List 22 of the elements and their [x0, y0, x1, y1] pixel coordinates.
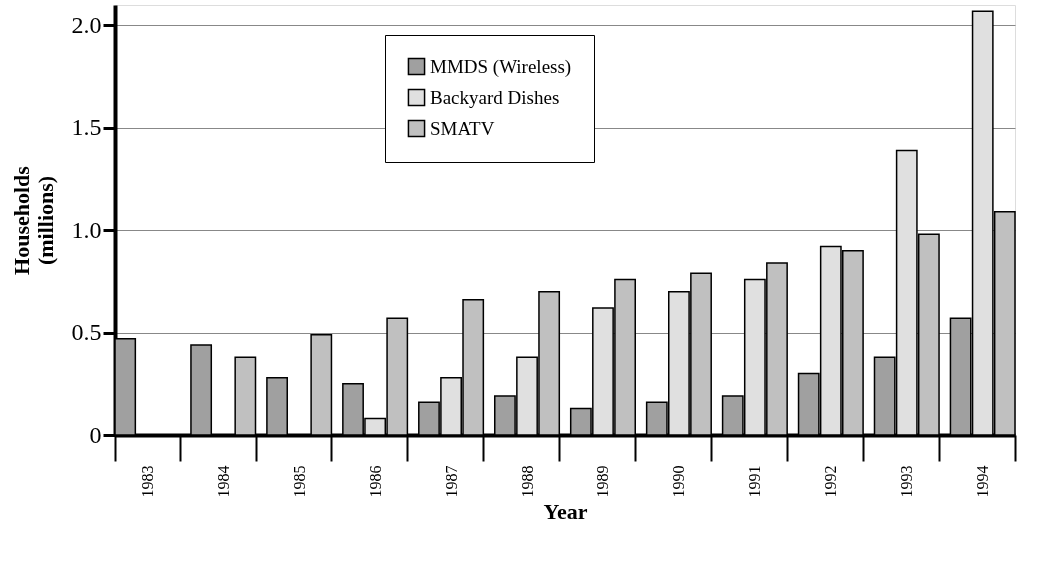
- legend-label: SMATV: [430, 117, 495, 139]
- x-tick-label: 1986: [366, 465, 384, 498]
- x-tick-label: 1984: [214, 465, 232, 498]
- x-tick-label: 1991: [746, 465, 764, 498]
- y-tick-label: 0: [89, 421, 102, 448]
- x-tick-label: 1983: [138, 465, 156, 498]
- x-axis-title: Year: [543, 498, 588, 524]
- x-tick-label: 1989: [594, 465, 612, 498]
- x-tick-label: 1988: [518, 465, 536, 498]
- y-axis-title: Households (millions): [8, 165, 58, 275]
- x-tick-label: 1990: [670, 465, 688, 498]
- legend-label: Backyard Dishes: [430, 86, 560, 108]
- y-tick-label: 1.0: [71, 216, 102, 243]
- y-tick-label: 1.5: [71, 114, 102, 141]
- y-tick-label: 0.5: [71, 319, 102, 346]
- x-tick-label: 1993: [898, 465, 916, 498]
- x-tick-label: 1987: [442, 465, 460, 498]
- x-tick-label: 1994: [974, 465, 992, 498]
- legend-label: MMDS (Wireless): [430, 55, 572, 78]
- x-tick-label: 1985: [290, 465, 308, 498]
- y-tick-label: 2.0: [71, 11, 102, 38]
- x-tick-label: 1992: [822, 465, 840, 498]
